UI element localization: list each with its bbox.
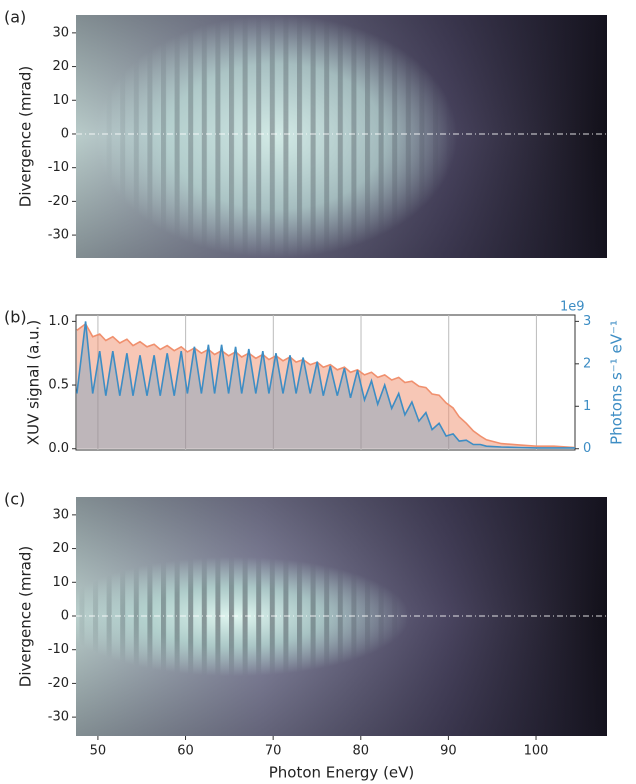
x-tick-label: 50	[90, 744, 107, 759]
y2-axis-label: Photons s⁻¹ eV⁻¹	[608, 320, 626, 445]
y-tick-label: -20	[48, 194, 69, 209]
y-tick-label: 30	[52, 507, 69, 522]
y-tick-label: 0.5	[48, 378, 69, 393]
y2-tick-label: 2	[583, 356, 591, 371]
y-tick-label: 10	[52, 93, 69, 108]
series-line	[76, 322, 576, 449]
y-tick-label: 10	[52, 575, 69, 590]
series-line	[76, 321, 575, 449]
y-axis-label: XUV signal (a.u.)	[25, 320, 43, 445]
y-tick-label: -30	[48, 228, 69, 243]
x-axis-label: Photon Energy (eV)	[269, 764, 415, 782]
y-tick-label: 20	[52, 59, 69, 74]
y2-tick-label: 3	[583, 314, 591, 329]
y-tick-label: 0	[61, 126, 69, 141]
y-tick-label: 0.0	[48, 441, 69, 456]
x-tick-label: 80	[353, 744, 370, 759]
y-tick-label: 1.0	[48, 314, 69, 329]
x-tick-label: 100	[524, 744, 549, 759]
y-tick-label: -10	[48, 642, 69, 657]
y-axis-label: Divergence (mrad)	[17, 546, 35, 687]
y-tick-label: 20	[52, 541, 69, 556]
x-tick-label: 60	[177, 744, 194, 759]
heatmap-c	[76, 497, 607, 736]
y-tick-label: -10	[48, 160, 69, 175]
y-tick-label: -30	[48, 710, 69, 725]
x-tick-label: 90	[440, 744, 457, 759]
y-tick-label: 30	[52, 25, 69, 40]
y-tick-label: -20	[48, 676, 69, 691]
panel-label: (a)	[4, 8, 26, 27]
y-tick-label: 0	[61, 608, 69, 623]
y2-tick-label: 1	[583, 399, 591, 414]
heatmap-a	[76, 15, 607, 258]
y2-offset: 1e9	[560, 300, 585, 315]
y2-tick-label: 0	[583, 441, 591, 456]
x-tick-label: 70	[265, 744, 282, 759]
panel-label: (b)	[4, 308, 27, 327]
y-axis-label: Divergence (mrad)	[17, 66, 35, 207]
panel-label: (c)	[4, 490, 25, 509]
